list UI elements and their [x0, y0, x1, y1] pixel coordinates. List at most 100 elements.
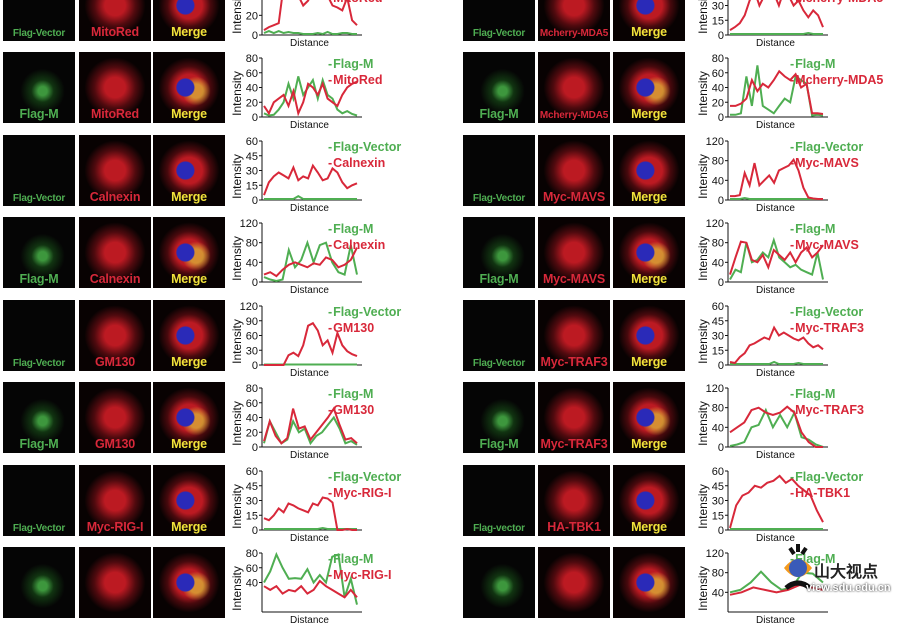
- x-axis-label: Distance: [756, 450, 795, 461]
- merge-channel-label: Merge: [171, 107, 207, 121]
- red-channel-image: MitoRed: [79, 0, 151, 41]
- legend-entry: -Flag-Vector: [328, 305, 401, 320]
- green-channel-image: Flag-Vector: [463, 134, 535, 206]
- y-tick-label: 60: [246, 398, 258, 410]
- red-legend-swatch: -: [328, 403, 333, 417]
- y-axis-label: Intensity: [696, 154, 710, 199]
- y-tick-label: 0: [718, 195, 724, 207]
- green-intensity-line: [729, 570, 824, 594]
- green-intensity-line: [263, 239, 358, 283]
- y-tick-label: 80: [712, 568, 724, 580]
- green-intensity-line: [263, 76, 358, 117]
- green-intensity-line: [264, 194, 357, 200]
- merge-channel-label: Merge: [171, 519, 207, 534]
- merge-channel-image: Merge: [613, 52, 685, 123]
- green-channel-image: Flag-vector: [463, 464, 535, 536]
- legend-label: Calnexin: [333, 155, 386, 170]
- green-channel-image: Flag-M: [3, 382, 75, 453]
- red-channel-image: MitoRed: [79, 52, 151, 123]
- red-legend-swatch: -: [790, 73, 795, 87]
- y-tick-label: 40: [246, 83, 258, 95]
- legend-label: Flag-Vector: [333, 304, 402, 319]
- y-axis-label: Intensity: [696, 71, 710, 116]
- y-tick-label: 15: [712, 345, 724, 357]
- red-channel-image: Calnexin: [79, 134, 151, 206]
- y-tick-label: 60: [246, 563, 258, 575]
- red-channel-label: Mcherry-MDA5: [539, 110, 609, 121]
- green-channel-image: Flag-Vector: [463, 299, 535, 371]
- red-channel-image: GM130: [79, 382, 151, 453]
- legend-entry: -Myc-RIG-I: [328, 568, 392, 583]
- legend-label: Calnexin: [333, 238, 386, 252]
- legend-entry: -HA-TBK1: [790, 486, 850, 501]
- line-profile-plot: Intensity 0 40 80 120 Distance: [696, 136, 828, 214]
- merge-channel-image: Merge: [613, 382, 685, 453]
- legend-label: Myc-RIG-I: [333, 485, 392, 500]
- y-tick-label: 120: [706, 136, 724, 148]
- red-legend-swatch: -: [790, 320, 795, 335]
- merge-channel-label: Merge: [631, 107, 667, 121]
- y-axis-label: Intensity: [230, 566, 244, 611]
- x-axis-label: Distance: [756, 285, 795, 296]
- y-axis-label: Intensity: [230, 319, 244, 364]
- y-tick-label: 0: [252, 277, 258, 289]
- green-channel-label: Flag-M: [479, 437, 519, 451]
- y-tick-label: 120: [240, 301, 258, 313]
- y-tick-label: 40: [246, 257, 258, 269]
- legend-label: Flag-M: [333, 222, 374, 236]
- y-tick-label: 15: [712, 15, 724, 27]
- red-channel-label: Calnexin: [89, 272, 141, 286]
- y-tick-label: 20: [246, 427, 258, 439]
- eye-logo-icon: [784, 544, 812, 591]
- merge-channel-label: Merge: [171, 437, 207, 451]
- red-channel-image: GM130: [79, 299, 151, 371]
- merge-channel-image: Merge: [153, 382, 225, 453]
- y-tick-label: 120: [706, 548, 724, 560]
- legend-label: Mcherry-MDA5: [795, 0, 883, 5]
- y-tick-label: 120: [706, 218, 724, 230]
- y-tick-label: 30: [712, 0, 724, 12]
- y-tick-label: 30: [712, 495, 724, 507]
- legend-entry: -Flag-Vector: [790, 140, 863, 155]
- legend-label: Flag-M: [333, 552, 374, 566]
- x-axis-label: Distance: [290, 203, 329, 214]
- legend-label: GM130: [333, 320, 375, 335]
- line-profile-plot: Intensity 0 15 30 45 60 Distance: [696, 466, 828, 544]
- green-channel-label: Flag-Vector: [12, 27, 66, 39]
- red-intensity-line: [263, 162, 358, 195]
- red-intensity-line: [263, 0, 358, 31]
- line-profile-plot: Intensity 0 15 30 45 60 Distance: [230, 136, 362, 214]
- y-axis-label: Intensity: [230, 71, 244, 116]
- legend-label: Myc-TRAF3: [795, 403, 864, 417]
- y-tick-label: 80: [712, 403, 724, 415]
- legend-entry: -Flag-Vector: [790, 470, 863, 485]
- watermark-name: 山大视点: [814, 564, 879, 581]
- legend-entry: -GM130: [328, 403, 374, 418]
- merge-channel-label: Merge: [631, 519, 667, 534]
- legend-entry: -Flag-M: [790, 222, 835, 237]
- y-tick-label: 80: [246, 238, 258, 250]
- legend-label: Flag-M: [795, 222, 836, 236]
- red-legend-swatch: -: [790, 238, 795, 252]
- y-tick-label: 60: [246, 330, 258, 342]
- y-tick-label: 60: [712, 301, 724, 313]
- x-axis-label: Distance: [290, 120, 329, 131]
- green-channel-label: Flag-Vector: [472, 357, 526, 369]
- green-channel-label: Flag-M: [479, 107, 519, 121]
- y-tick-label: 40: [712, 175, 724, 187]
- red-channel-label: Mcherry-MDA5: [539, 27, 609, 39]
- merge-channel-image: Merge: [153, 464, 225, 536]
- green-legend-swatch: -: [328, 469, 333, 484]
- y-tick-label: 80: [246, 53, 258, 65]
- green-intensity-line: [263, 551, 358, 605]
- y-tick-label: 80: [246, 383, 258, 395]
- legend-entry: -Flag-Vector: [790, 305, 863, 320]
- legend-label: Flag-Vector: [333, 139, 402, 154]
- legend-label: Mcherry-MDA5: [795, 73, 884, 87]
- red-channel-image: Myc-TRAF3: [538, 382, 610, 453]
- line-profile-plot: Intensity 0 40 80 120 Distance: [696, 218, 828, 296]
- legend-entry: -Flag-M: [328, 222, 373, 237]
- green-channel-image: Flag-Vector: [3, 464, 75, 536]
- y-axis-label: Intensity: [230, 154, 244, 199]
- y-axis-label: Intensity: [230, 484, 244, 529]
